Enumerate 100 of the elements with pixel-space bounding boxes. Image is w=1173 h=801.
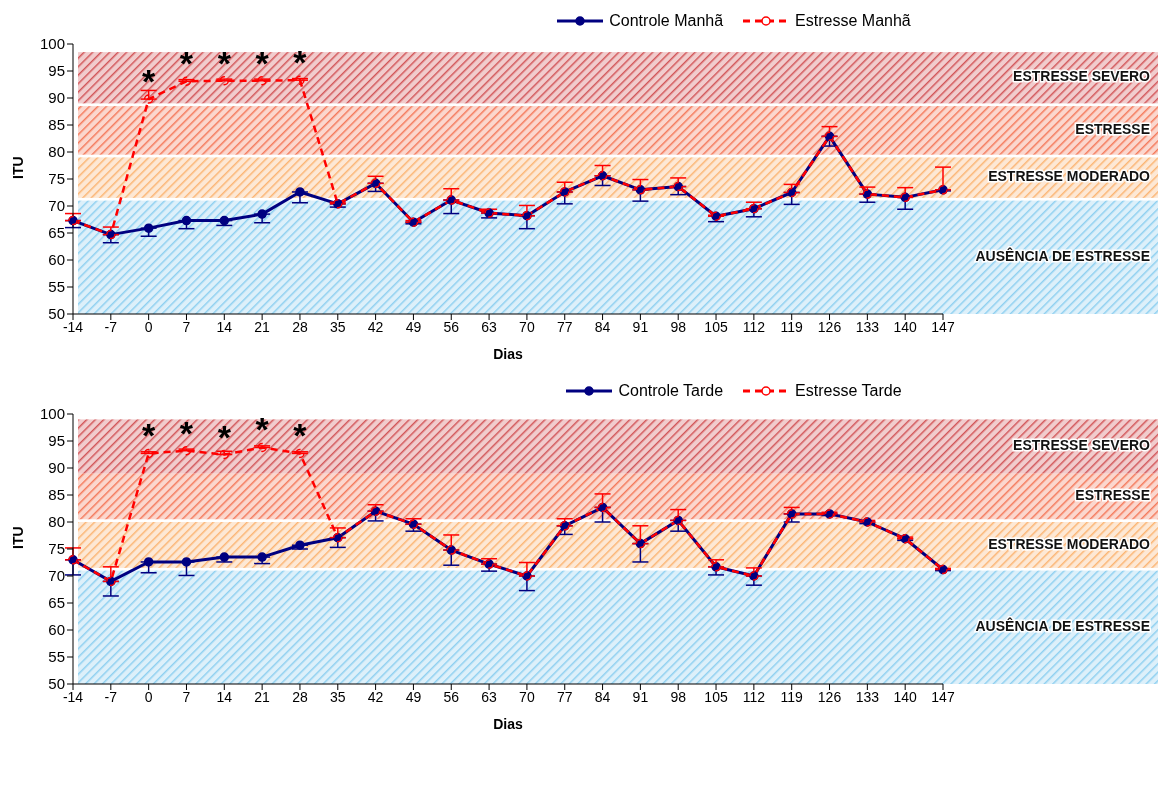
point: [257, 209, 267, 219]
annotation: *: [255, 43, 270, 82]
x-tick-label: 147: [931, 318, 955, 335]
x-tick-label: 21: [254, 318, 271, 335]
x-tick-label: 56: [443, 688, 460, 705]
band-label: ESTRESSE MODERADO: [988, 168, 1151, 185]
y-tick-label: 50: [48, 675, 65, 693]
point: [181, 76, 192, 87]
x-tick-label: 112: [742, 688, 766, 705]
band-label: ESTRESSE: [1075, 487, 1150, 504]
band-label: ESTRESSE SEVERO: [1013, 437, 1151, 454]
point: [219, 552, 230, 562]
y-tick-label: 90: [48, 459, 65, 477]
x-tick-label: 28: [292, 688, 308, 705]
y-tick-label: 80: [48, 143, 65, 161]
y-tick-label: 95: [48, 432, 65, 450]
point: [257, 552, 267, 562]
y-tick-label: 100: [39, 35, 65, 53]
y-tick-label: 55: [48, 648, 65, 666]
point: [181, 557, 192, 567]
y-tick-label: 65: [48, 594, 65, 612]
x-tick-label: 63: [481, 688, 498, 705]
x-tick-label: 35: [329, 318, 346, 335]
x-tick-label: 126: [817, 318, 842, 335]
x-tick-label: 0: [144, 688, 153, 705]
x-tick-label: 49: [405, 688, 422, 705]
x-tick-label: 84: [594, 688, 611, 705]
point: [219, 449, 230, 460]
y-tick-label: 60: [48, 251, 65, 269]
y-tick-label: 100: [39, 405, 65, 423]
point: [295, 75, 305, 85]
annotation: *: [142, 62, 157, 101]
point: [219, 215, 230, 226]
annotation: *: [142, 416, 157, 455]
x-tick-label: 91: [632, 318, 649, 335]
x-tick-label: -7: [104, 688, 118, 705]
y-axis-title: ITU: [9, 526, 26, 549]
y-tick-label: 70: [48, 567, 65, 585]
annotation: *: [179, 413, 194, 452]
point: [219, 75, 230, 86]
x-tick-label: 119: [780, 318, 804, 335]
x-tick-label: 140: [893, 318, 918, 335]
point: [181, 215, 192, 226]
y-tick-label: 70: [48, 197, 65, 215]
point: [295, 187, 305, 197]
x-tick-label: 105: [704, 688, 728, 705]
x-tick-label: 42: [367, 688, 384, 705]
x-tick-label: 147: [931, 688, 955, 705]
x-tick-label: 77: [556, 688, 573, 705]
x-tick-label: 0: [144, 318, 153, 335]
legend-label: Controle Manhã: [609, 12, 724, 30]
x-axis-title: Dias: [493, 716, 523, 732]
x-tick-label: 21: [254, 688, 271, 705]
annotation: *: [293, 43, 308, 82]
y-tick-label: 55: [48, 278, 65, 296]
point: [257, 442, 267, 453]
x-tick-label: 35: [329, 688, 346, 705]
x-tick-label: 126: [817, 688, 842, 705]
point: [143, 223, 154, 233]
band-label: ESTRESSE SEVERO: [1013, 68, 1151, 85]
point: [143, 448, 154, 459]
band-label: AUSÊNCIA DE ESTRESSE: [975, 247, 1150, 264]
x-tick-label: 77: [556, 318, 573, 335]
x-tick-label: 98: [670, 318, 687, 335]
y-tick-label: 75: [48, 540, 65, 558]
x-tick-label: 14: [216, 318, 233, 335]
x-tick-label: 7: [182, 688, 191, 705]
y-tick-label: 80: [48, 513, 65, 531]
y-tick-label: 90: [48, 89, 65, 107]
point: [257, 75, 267, 86]
x-tick-label: 98: [670, 688, 687, 705]
y-tick-label: 85: [48, 116, 65, 134]
annotation: *: [217, 417, 232, 456]
x-tick-label: 56: [443, 318, 460, 335]
y-tick-label: 95: [48, 62, 65, 80]
x-tick-label: 28: [292, 318, 308, 335]
x-tick-label: 14: [216, 688, 233, 705]
x-tick-label: -14: [62, 318, 84, 335]
legend-label: Estresse Manhã: [795, 12, 911, 30]
point: [295, 540, 305, 550]
y-tick-label: 65: [48, 224, 65, 242]
x-tick-label: 70: [519, 688, 535, 705]
x-tick-label: -14: [62, 688, 84, 705]
x-tick-label: 42: [367, 318, 384, 335]
x-tick-label: 133: [855, 688, 880, 705]
x-tick-label: 70: [519, 318, 535, 335]
x-tick-label: 84: [594, 318, 611, 335]
legend-label: Controle Tarde: [618, 382, 724, 400]
x-tick-label: 63: [481, 318, 498, 335]
point: [143, 557, 154, 567]
y-axis-title: ITU: [9, 156, 26, 179]
band-label: ESTRESSE MODERADO: [988, 535, 1151, 552]
point: [143, 94, 154, 104]
x-tick-label: 119: [780, 688, 804, 705]
band-label: ESTRESSE: [1075, 121, 1150, 138]
point: [295, 448, 305, 459]
annotation: *: [255, 410, 270, 449]
x-tick-label: 91: [632, 688, 649, 705]
point: [181, 445, 192, 456]
y-tick-label: 85: [48, 486, 65, 504]
